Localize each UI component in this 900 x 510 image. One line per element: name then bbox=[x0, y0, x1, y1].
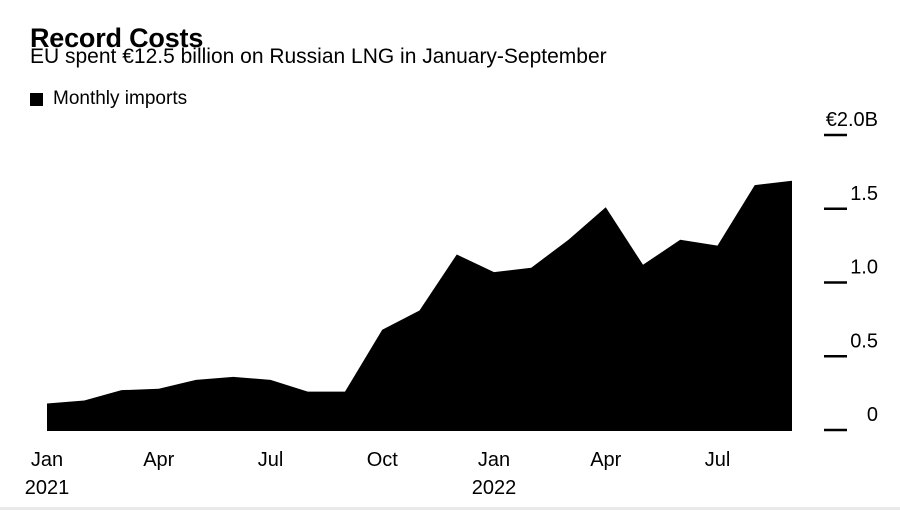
x-tick-year-label-0: 2021 bbox=[25, 477, 70, 499]
x-tick-year-label-4: 2022 bbox=[472, 477, 517, 499]
x-tick-label-0: Jan bbox=[31, 449, 63, 471]
window-bottom-edge bbox=[0, 507, 900, 510]
y-tick-label-4: 0 bbox=[867, 404, 878, 426]
area-series-monthly-imports bbox=[47, 180, 792, 430]
x-tick-label-3: Oct bbox=[367, 449, 399, 471]
y-tick-label-1: 1.5 bbox=[850, 183, 878, 205]
x-tick-label-5: Apr bbox=[590, 449, 621, 471]
chart-title: Record Costs bbox=[30, 23, 204, 54]
y-tick-label-0: €2.0B bbox=[826, 109, 878, 131]
x-tick-label-4: Jan bbox=[478, 449, 510, 471]
x-tick-label-1: Apr bbox=[143, 449, 174, 471]
chart-subtitle: EU spent €12.5 billion on Russian LNG in… bbox=[30, 45, 607, 68]
y-tick-label-2: 1.0 bbox=[850, 257, 878, 279]
x-tick-label-6: Jul bbox=[705, 449, 731, 471]
legend-swatch-icon bbox=[30, 92, 43, 106]
legend-label: Monthly imports bbox=[53, 88, 188, 109]
y-tick-label-3: 0.5 bbox=[850, 330, 878, 352]
legend: Monthly imports bbox=[30, 88, 187, 110]
x-tick-label-2: Jul bbox=[258, 449, 284, 471]
